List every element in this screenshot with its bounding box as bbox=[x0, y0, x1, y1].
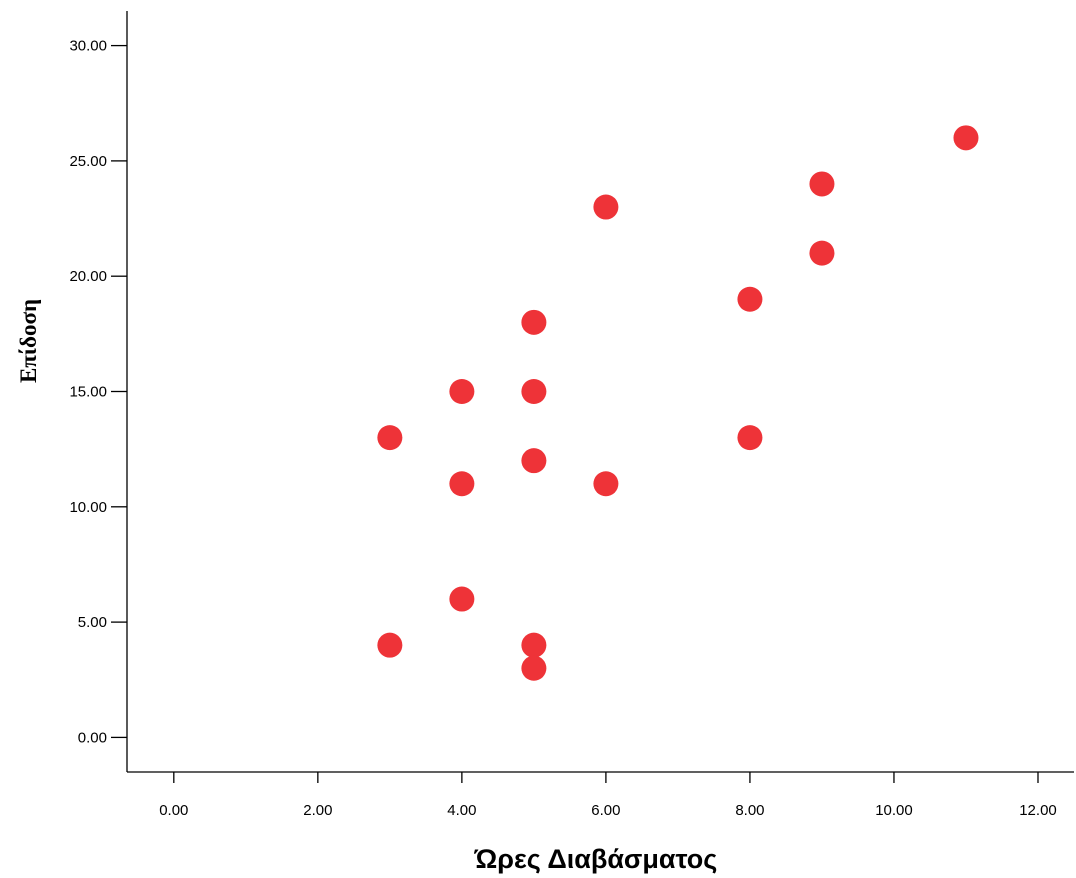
y-axis-ticks: 0.00 5.00 10.00 15.00 20.00 25.00 30.00 bbox=[69, 38, 127, 746]
y-tick-label: 5.00 bbox=[78, 614, 107, 631]
scatter-point bbox=[449, 379, 475, 404]
scatter-point bbox=[521, 379, 547, 404]
scatter-point bbox=[521, 632, 547, 658]
y-tick-label: 0.00 bbox=[78, 729, 107, 746]
scatter-point bbox=[521, 309, 547, 335]
scatter-point bbox=[809, 171, 835, 197]
x-tick-label: 4.00 bbox=[447, 802, 476, 819]
scatter-point bbox=[449, 471, 475, 497]
x-axis-ticks: 0.00 2.00 4.00 6.00 8.00 10.00 12.00 bbox=[159, 772, 1057, 819]
x-tick-label: 0.00 bbox=[159, 802, 188, 819]
data-points bbox=[377, 125, 979, 681]
scatter-point bbox=[449, 586, 475, 612]
scatter-point bbox=[521, 448, 547, 474]
scatter-point bbox=[521, 655, 547, 681]
scatter-point bbox=[737, 286, 763, 312]
y-tick-label: 30.00 bbox=[69, 38, 107, 55]
x-tick-label: 12.00 bbox=[1019, 802, 1057, 819]
y-tick-label: 20.00 bbox=[69, 268, 107, 285]
scatter-point bbox=[737, 425, 763, 451]
y-tick-label: 10.00 bbox=[69, 499, 107, 516]
y-tick-label: 25.00 bbox=[69, 153, 107, 170]
x-tick-label: 6.00 bbox=[591, 802, 620, 819]
scatter-point bbox=[593, 471, 619, 497]
x-axis-title: Ώρες Διαβάσματος bbox=[474, 844, 718, 874]
scatter-point bbox=[377, 632, 403, 658]
x-tick-label: 2.00 bbox=[303, 802, 332, 819]
y-tick-label: 15.00 bbox=[69, 384, 107, 401]
scatter-point bbox=[377, 425, 403, 451]
x-tick-label: 8.00 bbox=[735, 802, 764, 819]
scatter-point bbox=[809, 240, 835, 266]
x-tick-label: 10.00 bbox=[875, 802, 913, 819]
scatter-point bbox=[953, 125, 979, 151]
y-axis-title: Επίδοση bbox=[16, 299, 41, 383]
scatter-point bbox=[593, 194, 619, 220]
